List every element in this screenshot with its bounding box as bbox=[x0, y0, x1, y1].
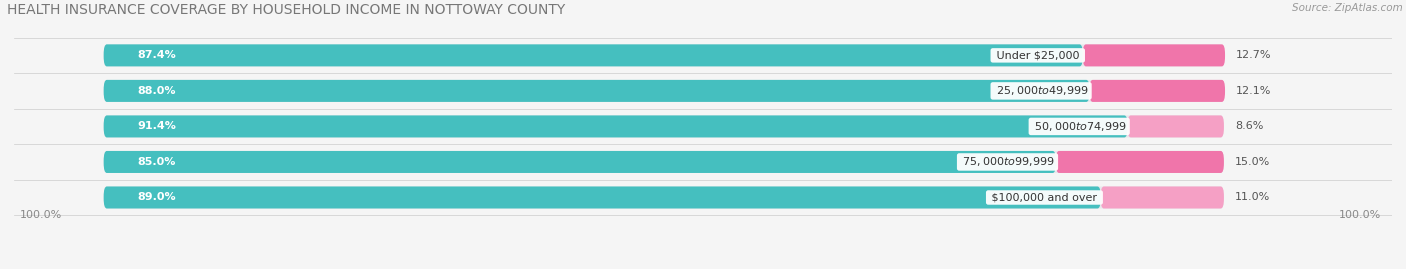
Text: $25,000 to $49,999: $25,000 to $49,999 bbox=[993, 84, 1090, 97]
Text: 89.0%: 89.0% bbox=[138, 193, 176, 203]
FancyBboxPatch shape bbox=[104, 80, 1223, 102]
FancyBboxPatch shape bbox=[1090, 80, 1225, 102]
FancyBboxPatch shape bbox=[104, 80, 1090, 102]
FancyBboxPatch shape bbox=[1101, 186, 1223, 208]
Text: $50,000 to $74,999: $50,000 to $74,999 bbox=[1031, 120, 1128, 133]
Text: $75,000 to $99,999: $75,000 to $99,999 bbox=[959, 155, 1056, 168]
Text: Source: ZipAtlas.com: Source: ZipAtlas.com bbox=[1292, 3, 1403, 13]
Text: 12.1%: 12.1% bbox=[1236, 86, 1271, 96]
FancyBboxPatch shape bbox=[104, 44, 1083, 66]
Text: 87.4%: 87.4% bbox=[138, 50, 176, 60]
Text: 88.0%: 88.0% bbox=[138, 86, 176, 96]
Text: HEALTH INSURANCE COVERAGE BY HOUSEHOLD INCOME IN NOTTOWAY COUNTY: HEALTH INSURANCE COVERAGE BY HOUSEHOLD I… bbox=[7, 3, 565, 17]
FancyBboxPatch shape bbox=[104, 186, 1223, 208]
Text: 85.0%: 85.0% bbox=[138, 157, 176, 167]
FancyBboxPatch shape bbox=[104, 186, 1101, 208]
FancyBboxPatch shape bbox=[104, 44, 1223, 66]
Text: 15.0%: 15.0% bbox=[1234, 157, 1271, 167]
Text: 12.7%: 12.7% bbox=[1236, 50, 1272, 60]
Text: Under $25,000: Under $25,000 bbox=[993, 50, 1083, 60]
Text: $100,000 and over: $100,000 and over bbox=[988, 193, 1101, 203]
Text: 8.6%: 8.6% bbox=[1234, 121, 1264, 132]
Text: 100.0%: 100.0% bbox=[20, 210, 62, 220]
FancyBboxPatch shape bbox=[104, 151, 1223, 173]
Text: 100.0%: 100.0% bbox=[1339, 210, 1381, 220]
FancyBboxPatch shape bbox=[104, 151, 1056, 173]
FancyBboxPatch shape bbox=[104, 115, 1128, 137]
FancyBboxPatch shape bbox=[1083, 44, 1225, 66]
FancyBboxPatch shape bbox=[104, 115, 1223, 137]
Text: 91.4%: 91.4% bbox=[138, 121, 176, 132]
FancyBboxPatch shape bbox=[1056, 151, 1223, 173]
FancyBboxPatch shape bbox=[1128, 115, 1223, 137]
Text: 11.0%: 11.0% bbox=[1234, 193, 1271, 203]
